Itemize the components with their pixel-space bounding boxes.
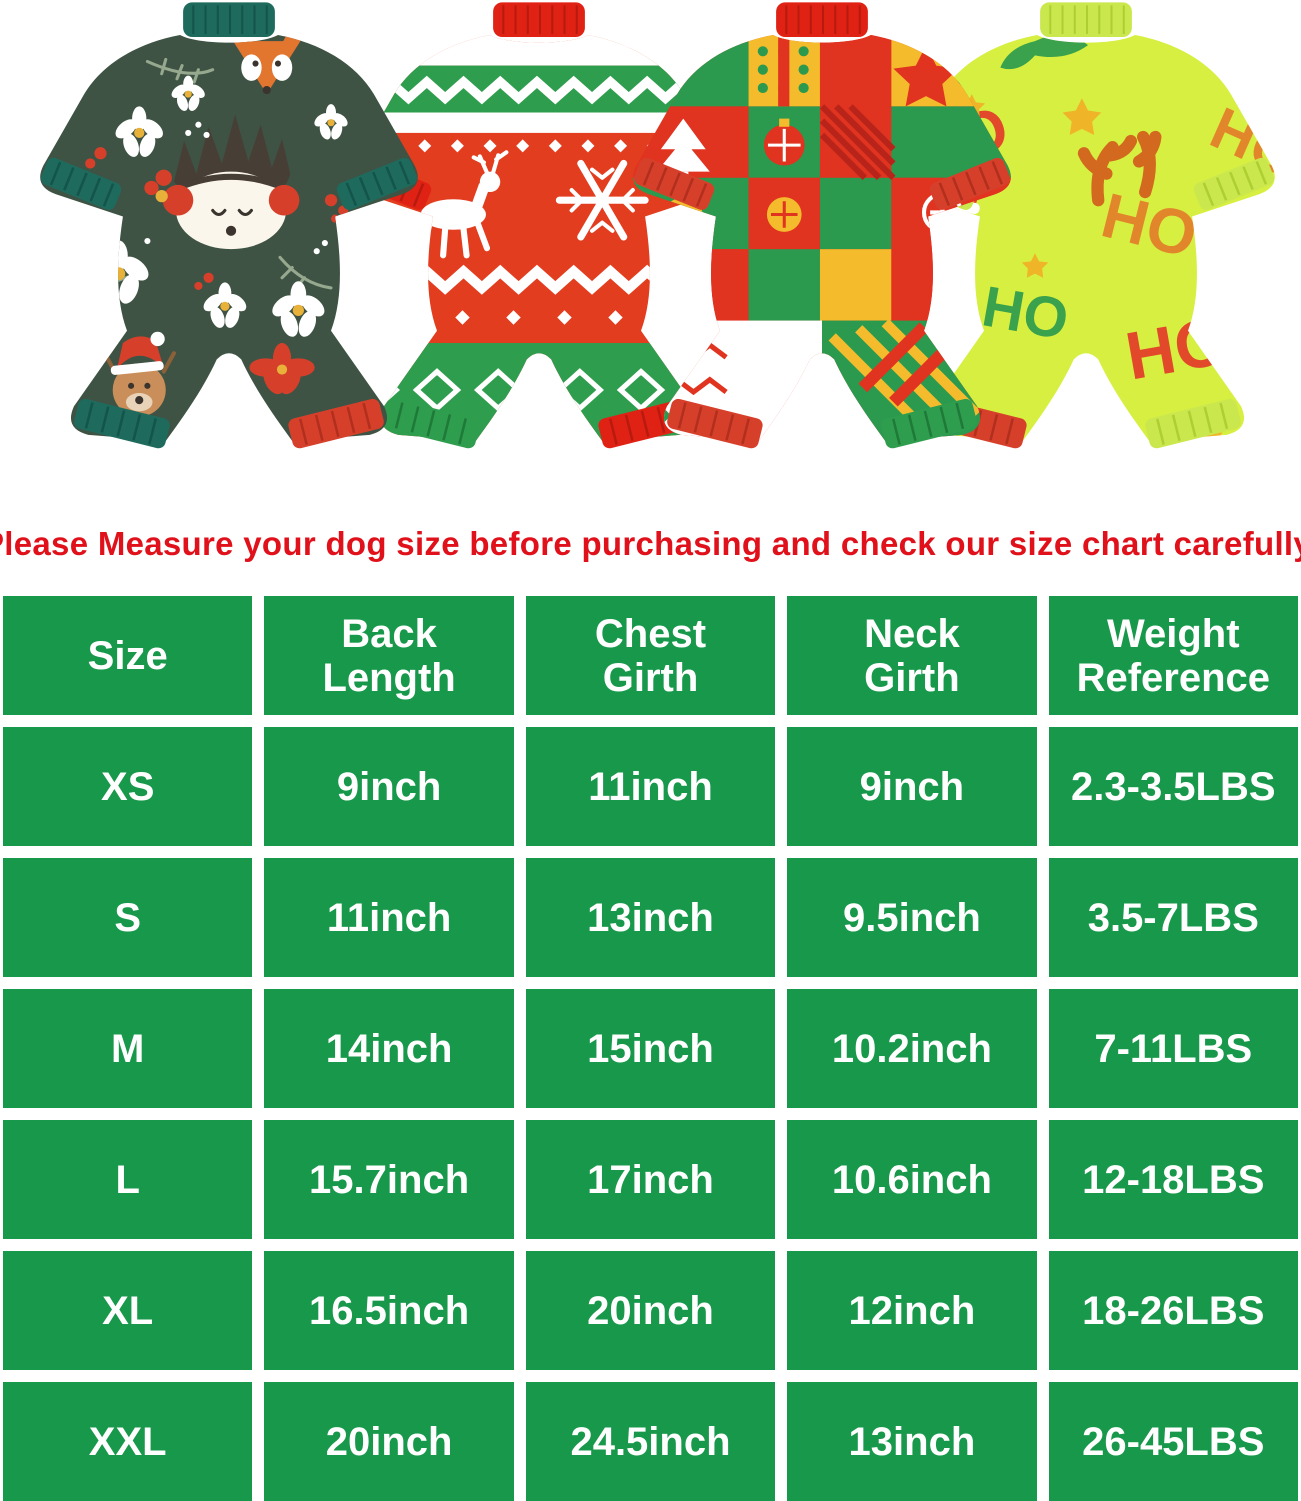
berries-icon [85,147,349,290]
leg-cuff [881,398,977,449]
size-label-m: M [3,989,253,1108]
leg-cuff [1145,398,1241,449]
s-back-length: 11inch [264,858,514,977]
size-label-xxl: XXL [3,1382,253,1501]
column-header-chest-girth: Chest Girth [525,596,776,715]
collar [183,2,275,38]
collar [776,2,868,38]
gift-icon [757,34,809,107]
ho-text: HO [978,274,1073,352]
collar [1040,2,1132,38]
leg-cuff [384,398,480,449]
xxl-neck-girth: 13inch [787,1382,1037,1501]
m-weight: 7-11LBS [1048,989,1298,1108]
pajama-red-fairisle [350,2,728,449]
xxl-weight: 26-45LBS [1048,1382,1298,1501]
xl-back-length: 16.5inch [264,1251,514,1370]
star-icon [893,45,959,107]
size-label-s: S [3,858,253,977]
sleeve-cuff [41,157,122,210]
hedgehog-illustration [144,114,300,250]
sleeve-cuff [634,157,715,210]
pajama-body [897,34,1275,441]
l-neck-girth: 10.6inch [787,1120,1037,1239]
xs-chest-girth: 11inch [525,727,776,846]
size-label-l: L [3,1120,253,1239]
xs-back-length: 9inch [264,727,514,846]
antler-icon [1077,130,1162,207]
holly-leaf-icon [1000,34,1089,70]
pajama-body [350,34,728,441]
sleeve-cuff [1193,157,1274,210]
leg-cuff [74,398,170,449]
s-neck-girth: 9.5inch [787,858,1037,977]
ornament-icon [763,118,805,166]
poinsettia-icon [249,343,315,395]
xxl-chest-girth: 24.5inch [525,1382,776,1501]
l-weight: 12-18LBS [1048,1120,1298,1239]
column-header-neck-girth: Neck Girth [787,596,1037,715]
collar [493,2,585,38]
size-warning-text: Please Measure your dog size before purc… [0,525,1301,562]
column-header-weight-reference: Weight Reference [1048,596,1298,715]
column-header-size: Size [3,596,253,715]
leg-cuff [288,398,384,449]
s-weight: 3.5-7LBS [1048,858,1298,977]
m-chest-girth: 15inch [525,989,776,1108]
s-chest-girth: 13inch [525,858,776,977]
xl-chest-girth: 20inch [525,1251,776,1370]
xl-weight: 18-26LBS [1048,1251,1298,1370]
leg-cuff [667,398,763,449]
xs-weight: 2.3-3.5LBS [1048,727,1298,846]
size-label-xl: XL [3,1251,253,1370]
xs-neck-girth: 9inch [787,727,1037,846]
deer-icon [102,331,176,417]
xxl-back-length: 20inch [264,1382,514,1501]
sleeve-cuff [336,157,417,210]
size-label-xs: XS [3,727,253,846]
pajama-patchwork [633,2,1011,449]
m-back-length: 14inch [264,989,514,1108]
column-header-back-length: Back Length [264,596,514,715]
xl-neck-girth: 12inch [787,1251,1037,1370]
l-chest-girth: 17inch [525,1120,776,1239]
l-back-length: 15.7inch [264,1120,514,1239]
m-neck-girth: 10.2inch [787,989,1037,1108]
snowflake-icon [555,159,649,241]
sleeve-cuff [929,157,1010,210]
product-photos: HO HO HO HO HO HO [0,0,1301,492]
pajama-green-woodland [40,2,418,449]
size-chart-table: Size Back Length Chest Girth Neck Girth … [0,596,1301,1501]
